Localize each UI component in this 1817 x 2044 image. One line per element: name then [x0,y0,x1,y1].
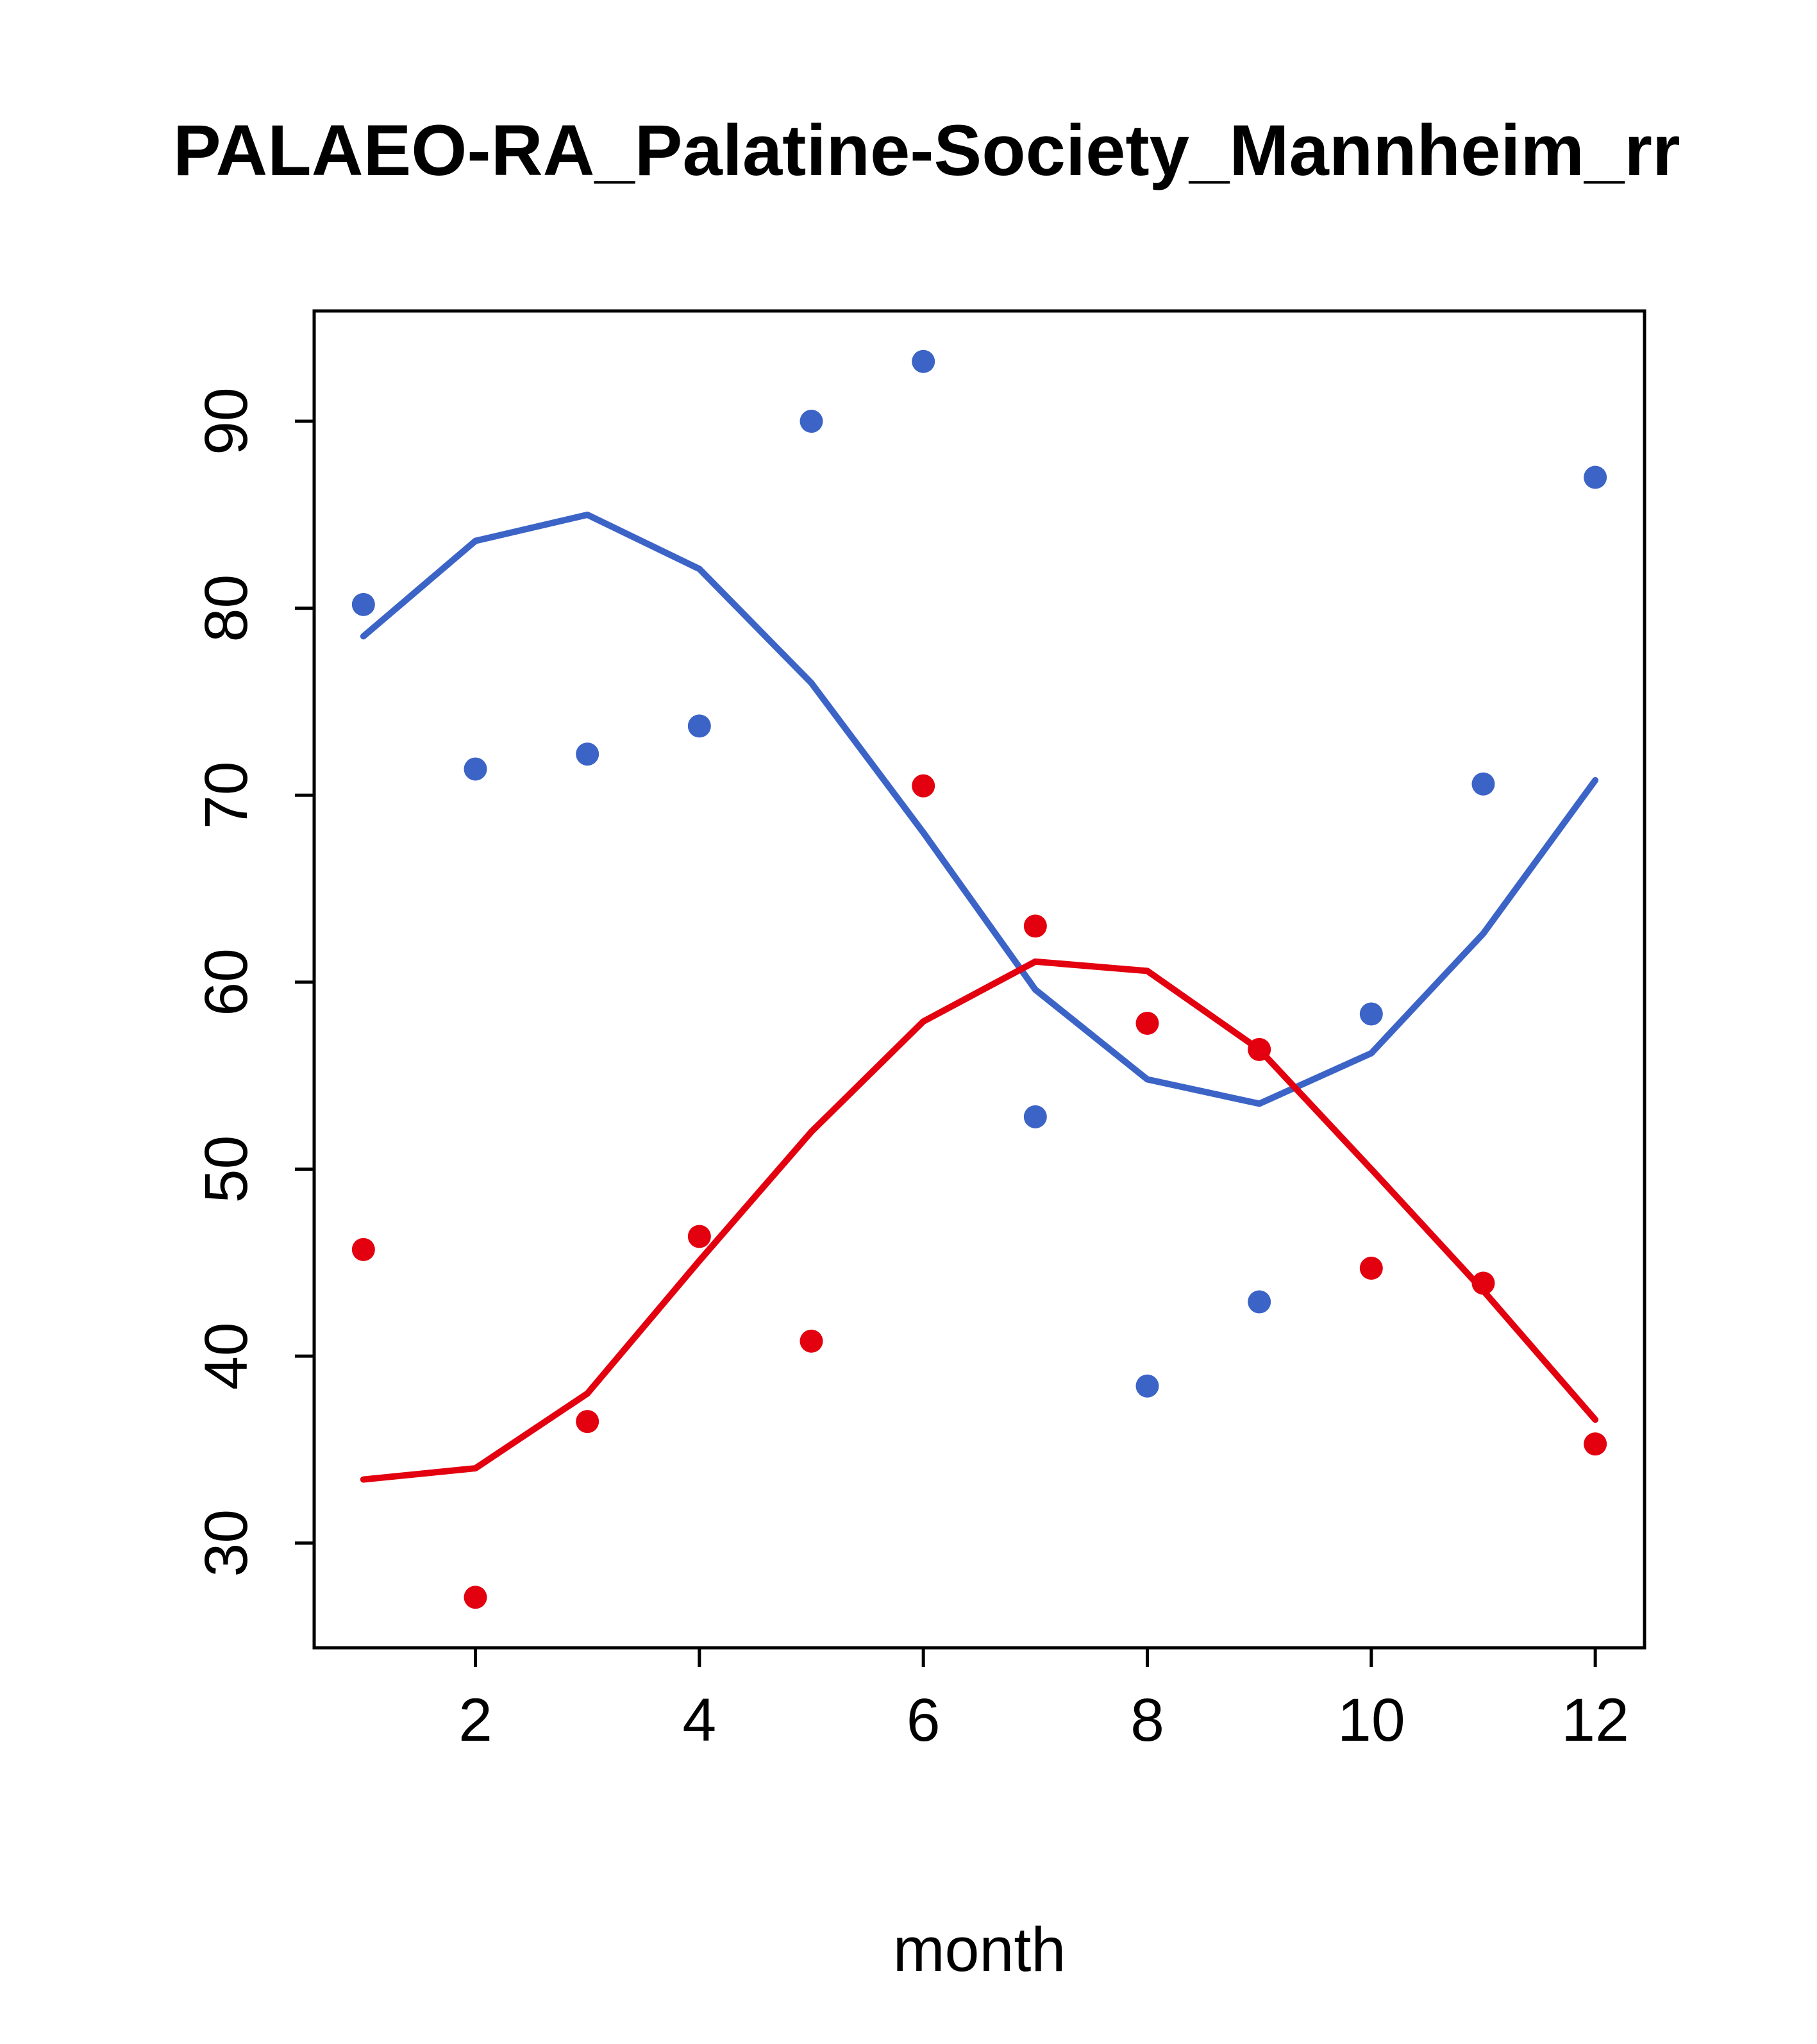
blue-points-point [1135,1374,1159,1398]
blue-points-point [464,757,487,781]
y-tick-label: 30 [192,1509,260,1577]
plot-box [312,309,1646,1650]
blue-points-point [351,592,375,616]
y-tick-label: 90 [192,387,260,455]
red-points-point [687,1225,711,1248]
red-points-point [800,1329,823,1353]
red-points-point [912,774,935,798]
y-tick-label: 80 [192,574,260,642]
x-tick-label: 4 [682,1686,716,1754]
x-tick-label: 8 [1130,1686,1164,1754]
blue-points-point [1471,772,1495,796]
red-points-point [1471,1271,1495,1295]
red-points-point [1023,914,1047,938]
blue-points-point [912,349,935,373]
blue-points-point [576,742,599,766]
red-points-point [576,1410,599,1434]
x-axis-label: month [892,1914,1066,1984]
blue-points-point [1023,1105,1047,1128]
x-tick-label: 10 [1337,1686,1405,1754]
blue-points-point [1248,1290,1271,1314]
red-points-point [1135,1012,1159,1035]
blue-points-point [687,714,711,738]
y-tick-label: 70 [192,761,260,829]
y-tick-label: 50 [192,1135,260,1203]
chart-title: PALAEO-RA_Palatine-Society_Mannheim_rr [173,110,1680,190]
x-tick-label: 2 [458,1686,492,1754]
blue-line [360,511,1599,1107]
y-tick-label: 60 [192,948,260,1016]
red-points-point [464,1586,487,1609]
x-tick-label: 6 [907,1686,941,1754]
blue-points-point [1359,1002,1383,1026]
red-points-point [1359,1257,1383,1280]
red-points-point [351,1237,375,1261]
blue-points-point [800,410,823,433]
x-tick-label: 12 [1561,1686,1629,1754]
red-line [360,958,1599,1483]
blue-points-point [1584,465,1607,489]
red-points-point [1584,1432,1607,1456]
y-tick-label: 40 [192,1322,260,1390]
red-points-point [1248,1037,1271,1061]
